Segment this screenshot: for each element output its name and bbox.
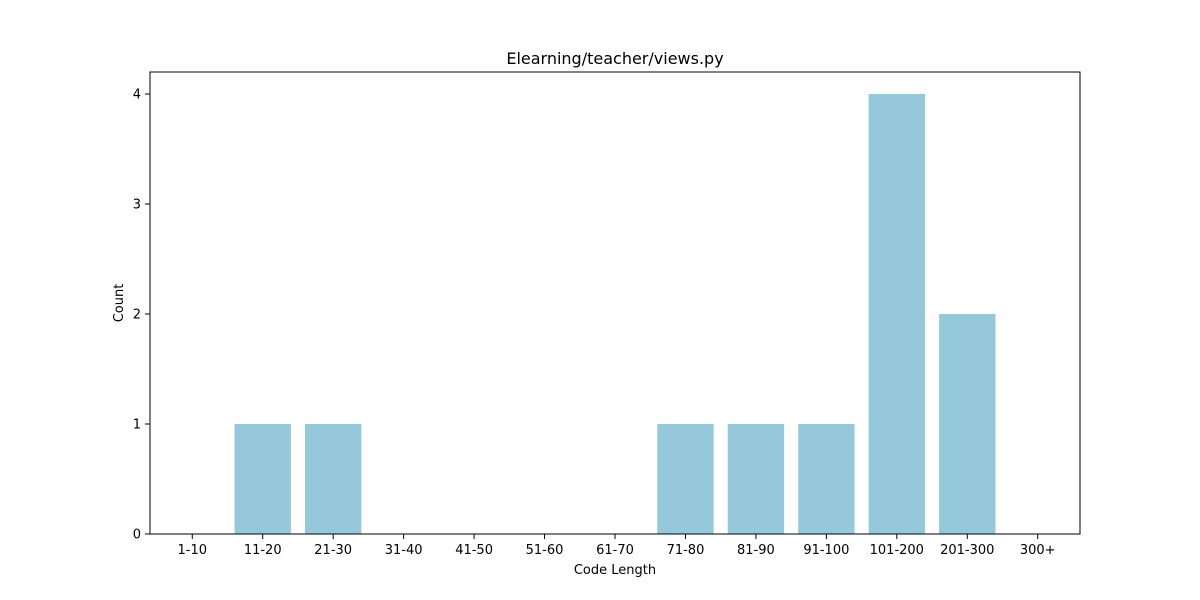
x-tick-label: 51-60: [526, 543, 564, 558]
y-axis: 0 1 2 3 4: [133, 88, 150, 543]
x-tick-label: 81-90: [737, 543, 775, 558]
x-tick-label: 300+: [1020, 543, 1056, 558]
x-tick-label: 21-30: [314, 543, 352, 558]
y-tick-label: 0: [133, 528, 141, 543]
y-axis-title: Count: [112, 284, 127, 323]
y-tick-label: 2: [133, 308, 141, 323]
bars-group: [234, 94, 996, 534]
bar-201-300: [939, 314, 996, 534]
x-axis: 1-10 11-20 21-30 31-40 41-50 51-60 61-70 71-80 8…: [178, 534, 1056, 558]
x-tick-label: 11-20: [244, 543, 282, 558]
x-tick-label: 201-300: [940, 543, 994, 558]
x-axis-title: Code Length: [574, 563, 656, 578]
x-tick-label: 61-70: [596, 543, 634, 558]
bar-101-200: [868, 94, 925, 534]
x-tick-label: 31-40: [385, 543, 423, 558]
x-tick-label: 101-200: [870, 543, 924, 558]
chart-title: Elearning/teacher/views.py: [506, 49, 723, 68]
bar-91-100: [798, 424, 855, 534]
bar-21-30: [305, 424, 362, 534]
bar-71-80: [657, 424, 714, 534]
y-tick-label: 3: [133, 198, 141, 213]
x-tick-label: 91-100: [803, 543, 849, 558]
bar-81-90: [727, 424, 785, 534]
x-tick-label: 41-50: [455, 543, 493, 558]
x-tick-label: 1-10: [178, 543, 208, 558]
y-tick-label: 1: [133, 418, 141, 433]
y-tick-label: 4: [133, 88, 141, 103]
bar-11-20: [234, 424, 291, 534]
x-tick-label: 71-80: [667, 543, 705, 558]
